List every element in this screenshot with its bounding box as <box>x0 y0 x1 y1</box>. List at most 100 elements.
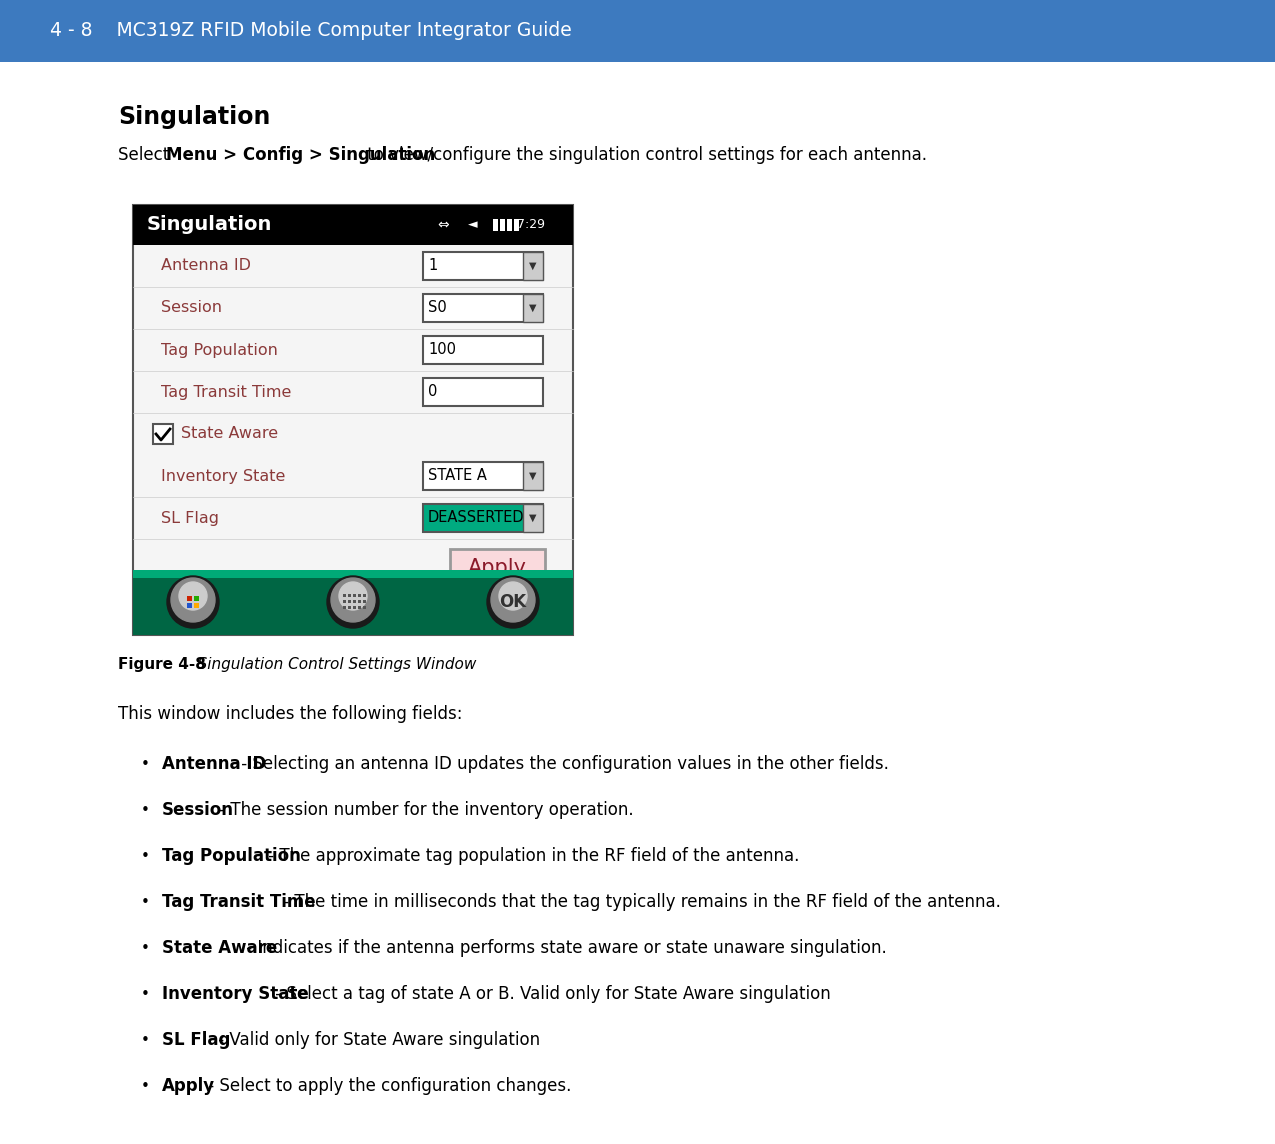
Text: •: • <box>140 757 149 772</box>
Text: 100: 100 <box>428 342 456 357</box>
Text: Singulation: Singulation <box>147 215 273 235</box>
Text: •: • <box>140 942 149 956</box>
Bar <box>358 594 361 597</box>
Text: ▼: ▼ <box>529 513 537 523</box>
Bar <box>187 603 193 607</box>
Circle shape <box>339 582 367 610</box>
Text: State Aware: State Aware <box>181 427 278 442</box>
Text: Session: Session <box>162 801 235 819</box>
Bar <box>358 606 361 609</box>
Circle shape <box>326 575 379 628</box>
Bar <box>187 596 193 601</box>
Bar <box>343 594 346 597</box>
Text: Tag Transit Time: Tag Transit Time <box>162 893 316 911</box>
Bar <box>523 462 543 490</box>
Circle shape <box>332 578 375 622</box>
Text: S0: S0 <box>428 301 446 316</box>
Bar <box>133 205 572 245</box>
Text: OK: OK <box>500 593 527 611</box>
Bar <box>353 594 356 597</box>
Text: •: • <box>140 987 149 1002</box>
Circle shape <box>499 582 527 610</box>
Bar <box>194 603 199 607</box>
Text: - Valid only for State Aware singulation: - Valid only for State Aware singulation <box>213 1031 541 1049</box>
Text: Inventory State: Inventory State <box>162 985 309 1003</box>
Circle shape <box>167 575 219 628</box>
Text: - Selecting an antenna ID updates the configuration values in the other fields.: - Selecting an antenna ID updates the co… <box>236 755 889 773</box>
Bar <box>507 219 513 231</box>
Text: •: • <box>140 803 149 818</box>
Text: DEASSERTED: DEASSERTED <box>428 510 524 525</box>
Bar <box>500 219 505 231</box>
Bar <box>194 596 199 601</box>
Bar <box>423 252 543 280</box>
Bar <box>133 570 572 635</box>
Text: - The approximate tag population in the RF field of the antenna.: - The approximate tag population in the … <box>263 847 799 865</box>
Bar <box>523 252 543 280</box>
Bar <box>133 570 572 578</box>
Bar <box>358 599 361 603</box>
Text: Singulation Control Settings Window: Singulation Control Settings Window <box>184 657 477 672</box>
Bar <box>348 594 351 597</box>
Text: ◄: ◄ <box>468 219 478 231</box>
Bar <box>423 294 543 321</box>
Text: ▼: ▼ <box>529 303 537 313</box>
Text: Apply: Apply <box>162 1077 215 1095</box>
Text: ▼: ▼ <box>529 471 537 480</box>
Bar <box>493 219 499 231</box>
Text: - Indicates if the antenna performs state aware or state unaware singulation.: - Indicates if the antenna performs stat… <box>241 939 886 958</box>
Bar <box>514 219 519 231</box>
Text: Antenna ID: Antenna ID <box>162 755 266 773</box>
Circle shape <box>487 575 539 628</box>
Text: 1: 1 <box>428 259 437 273</box>
Text: State Aware: State Aware <box>162 939 277 958</box>
Text: Apply: Apply <box>468 558 527 578</box>
Text: - Select to apply the configuration changes.: - Select to apply the configuration chan… <box>203 1077 571 1095</box>
Bar <box>423 462 543 490</box>
Bar <box>363 599 366 603</box>
Bar <box>423 505 543 532</box>
Bar <box>523 294 543 321</box>
Text: SL Flag: SL Flag <box>161 510 219 525</box>
Circle shape <box>179 582 207 610</box>
Circle shape <box>171 578 215 622</box>
Text: Inventory State: Inventory State <box>161 469 286 484</box>
Text: 0: 0 <box>428 384 437 399</box>
Bar <box>423 336 543 364</box>
Text: STATE A: STATE A <box>428 469 487 484</box>
Bar <box>343 599 346 603</box>
Text: •: • <box>140 1033 149 1048</box>
Bar <box>353 606 356 609</box>
Text: - Select a tag of state A or B. Valid only for State Aware singulation: - Select a tag of state A or B. Valid on… <box>270 985 831 1003</box>
Text: •: • <box>140 895 149 909</box>
Bar <box>363 606 366 609</box>
Bar <box>423 378 543 406</box>
Text: 7:29: 7:29 <box>516 219 544 231</box>
Bar <box>450 549 544 587</box>
Text: Antenna ID: Antenna ID <box>161 259 251 273</box>
Text: Tag Population: Tag Population <box>162 847 301 865</box>
Bar <box>353 599 356 603</box>
Bar <box>0 0 1275 62</box>
Text: ▼: ▼ <box>529 261 537 271</box>
Text: - The time in milliseconds that the tag typically remains in the RF field of the: - The time in milliseconds that the tag … <box>278 893 1001 911</box>
Text: Select: Select <box>119 146 175 164</box>
Text: - The session number for the inventory operation.: - The session number for the inventory o… <box>214 801 634 819</box>
Text: Figure 4-8: Figure 4-8 <box>119 657 205 672</box>
Bar <box>363 594 366 597</box>
Bar <box>153 424 173 444</box>
Text: to view/configure the singulation control settings for each antenna.: to view/configure the singulation contro… <box>362 146 927 164</box>
Bar <box>348 606 351 609</box>
Text: Singulation: Singulation <box>119 105 270 129</box>
Text: 4 - 8    MC319Z RFID Mobile Computer Integrator Guide: 4 - 8 MC319Z RFID Mobile Computer Integr… <box>50 22 571 40</box>
Bar <box>348 599 351 603</box>
Text: Menu > Config > Singulation: Menu > Config > Singulation <box>166 146 435 164</box>
Bar <box>523 505 543 532</box>
Text: ⇔: ⇔ <box>437 219 449 232</box>
Text: •: • <box>140 849 149 864</box>
Bar <box>343 606 346 609</box>
Text: Tag Population: Tag Population <box>161 342 278 357</box>
Circle shape <box>491 578 536 622</box>
Text: •: • <box>140 1079 149 1094</box>
Bar <box>133 205 572 635</box>
